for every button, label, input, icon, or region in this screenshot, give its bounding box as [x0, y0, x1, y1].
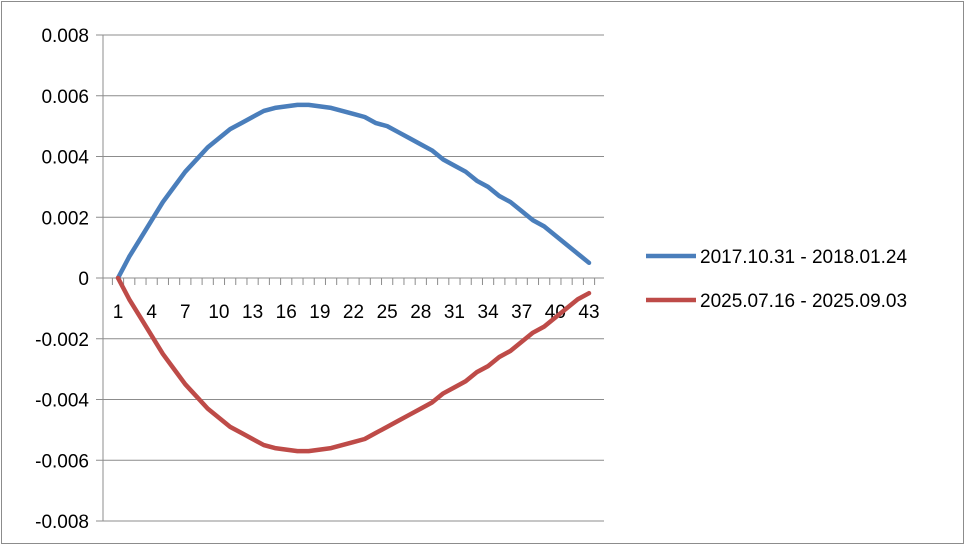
x-tick-label: 40	[545, 302, 566, 323]
series-lines	[115, 102, 592, 454]
x-tick-label: 25	[377, 302, 398, 323]
x-tick-label: 37	[511, 302, 532, 323]
series-line-1	[115, 102, 592, 281]
x-axis-tick-labels: 1 4 7 10 13 16 19 22 25 28 31 34 37 40 43	[113, 302, 600, 323]
y-tick-label: 0.002	[41, 208, 89, 229]
x-tick-label: 22	[343, 302, 364, 323]
legend-label-1: 2017.10.31 - 2018.01.24	[700, 247, 908, 268]
x-tick-label: 7	[180, 302, 191, 323]
legend: 2017.10.31 - 2018.01.24 2025.07.16 - 2025…	[646, 247, 908, 312]
x-tick-label: 16	[276, 302, 297, 323]
x-tick-label: 10	[208, 302, 229, 323]
x-tick-label: 4	[146, 302, 157, 323]
y-tick-label: 0.004	[41, 148, 89, 169]
x-tick-label: 31	[444, 302, 465, 323]
axes	[96, 34, 604, 522]
x-tick-label: 19	[309, 302, 330, 323]
y-tick-label: -0.006	[35, 451, 89, 472]
y-tick-label: -0.008	[35, 512, 89, 533]
x-tick-label: 43	[578, 302, 599, 323]
series-line-2	[115, 275, 592, 454]
legend-label-2: 2025.07.16 - 2025.09.03	[700, 291, 907, 312]
x-tick-label: 13	[242, 302, 263, 323]
y-tick-label: -0.002	[35, 330, 89, 351]
gridlines	[103, 34, 604, 522]
x-tick-label: 34	[478, 302, 500, 323]
y-tick-label: 0.006	[41, 87, 89, 108]
y-axis-tick-labels: 0.008 0.006 0.004 0.002 0 -0.002 -0.004 -0.006 -…	[35, 26, 89, 533]
x-tick-label: 1	[113, 302, 124, 323]
y-tick-label: 0	[78, 269, 89, 290]
y-tick-label: 0.008	[41, 26, 89, 47]
y-tick-label: -0.004	[35, 391, 89, 412]
x-tick-label: 28	[410, 302, 431, 323]
